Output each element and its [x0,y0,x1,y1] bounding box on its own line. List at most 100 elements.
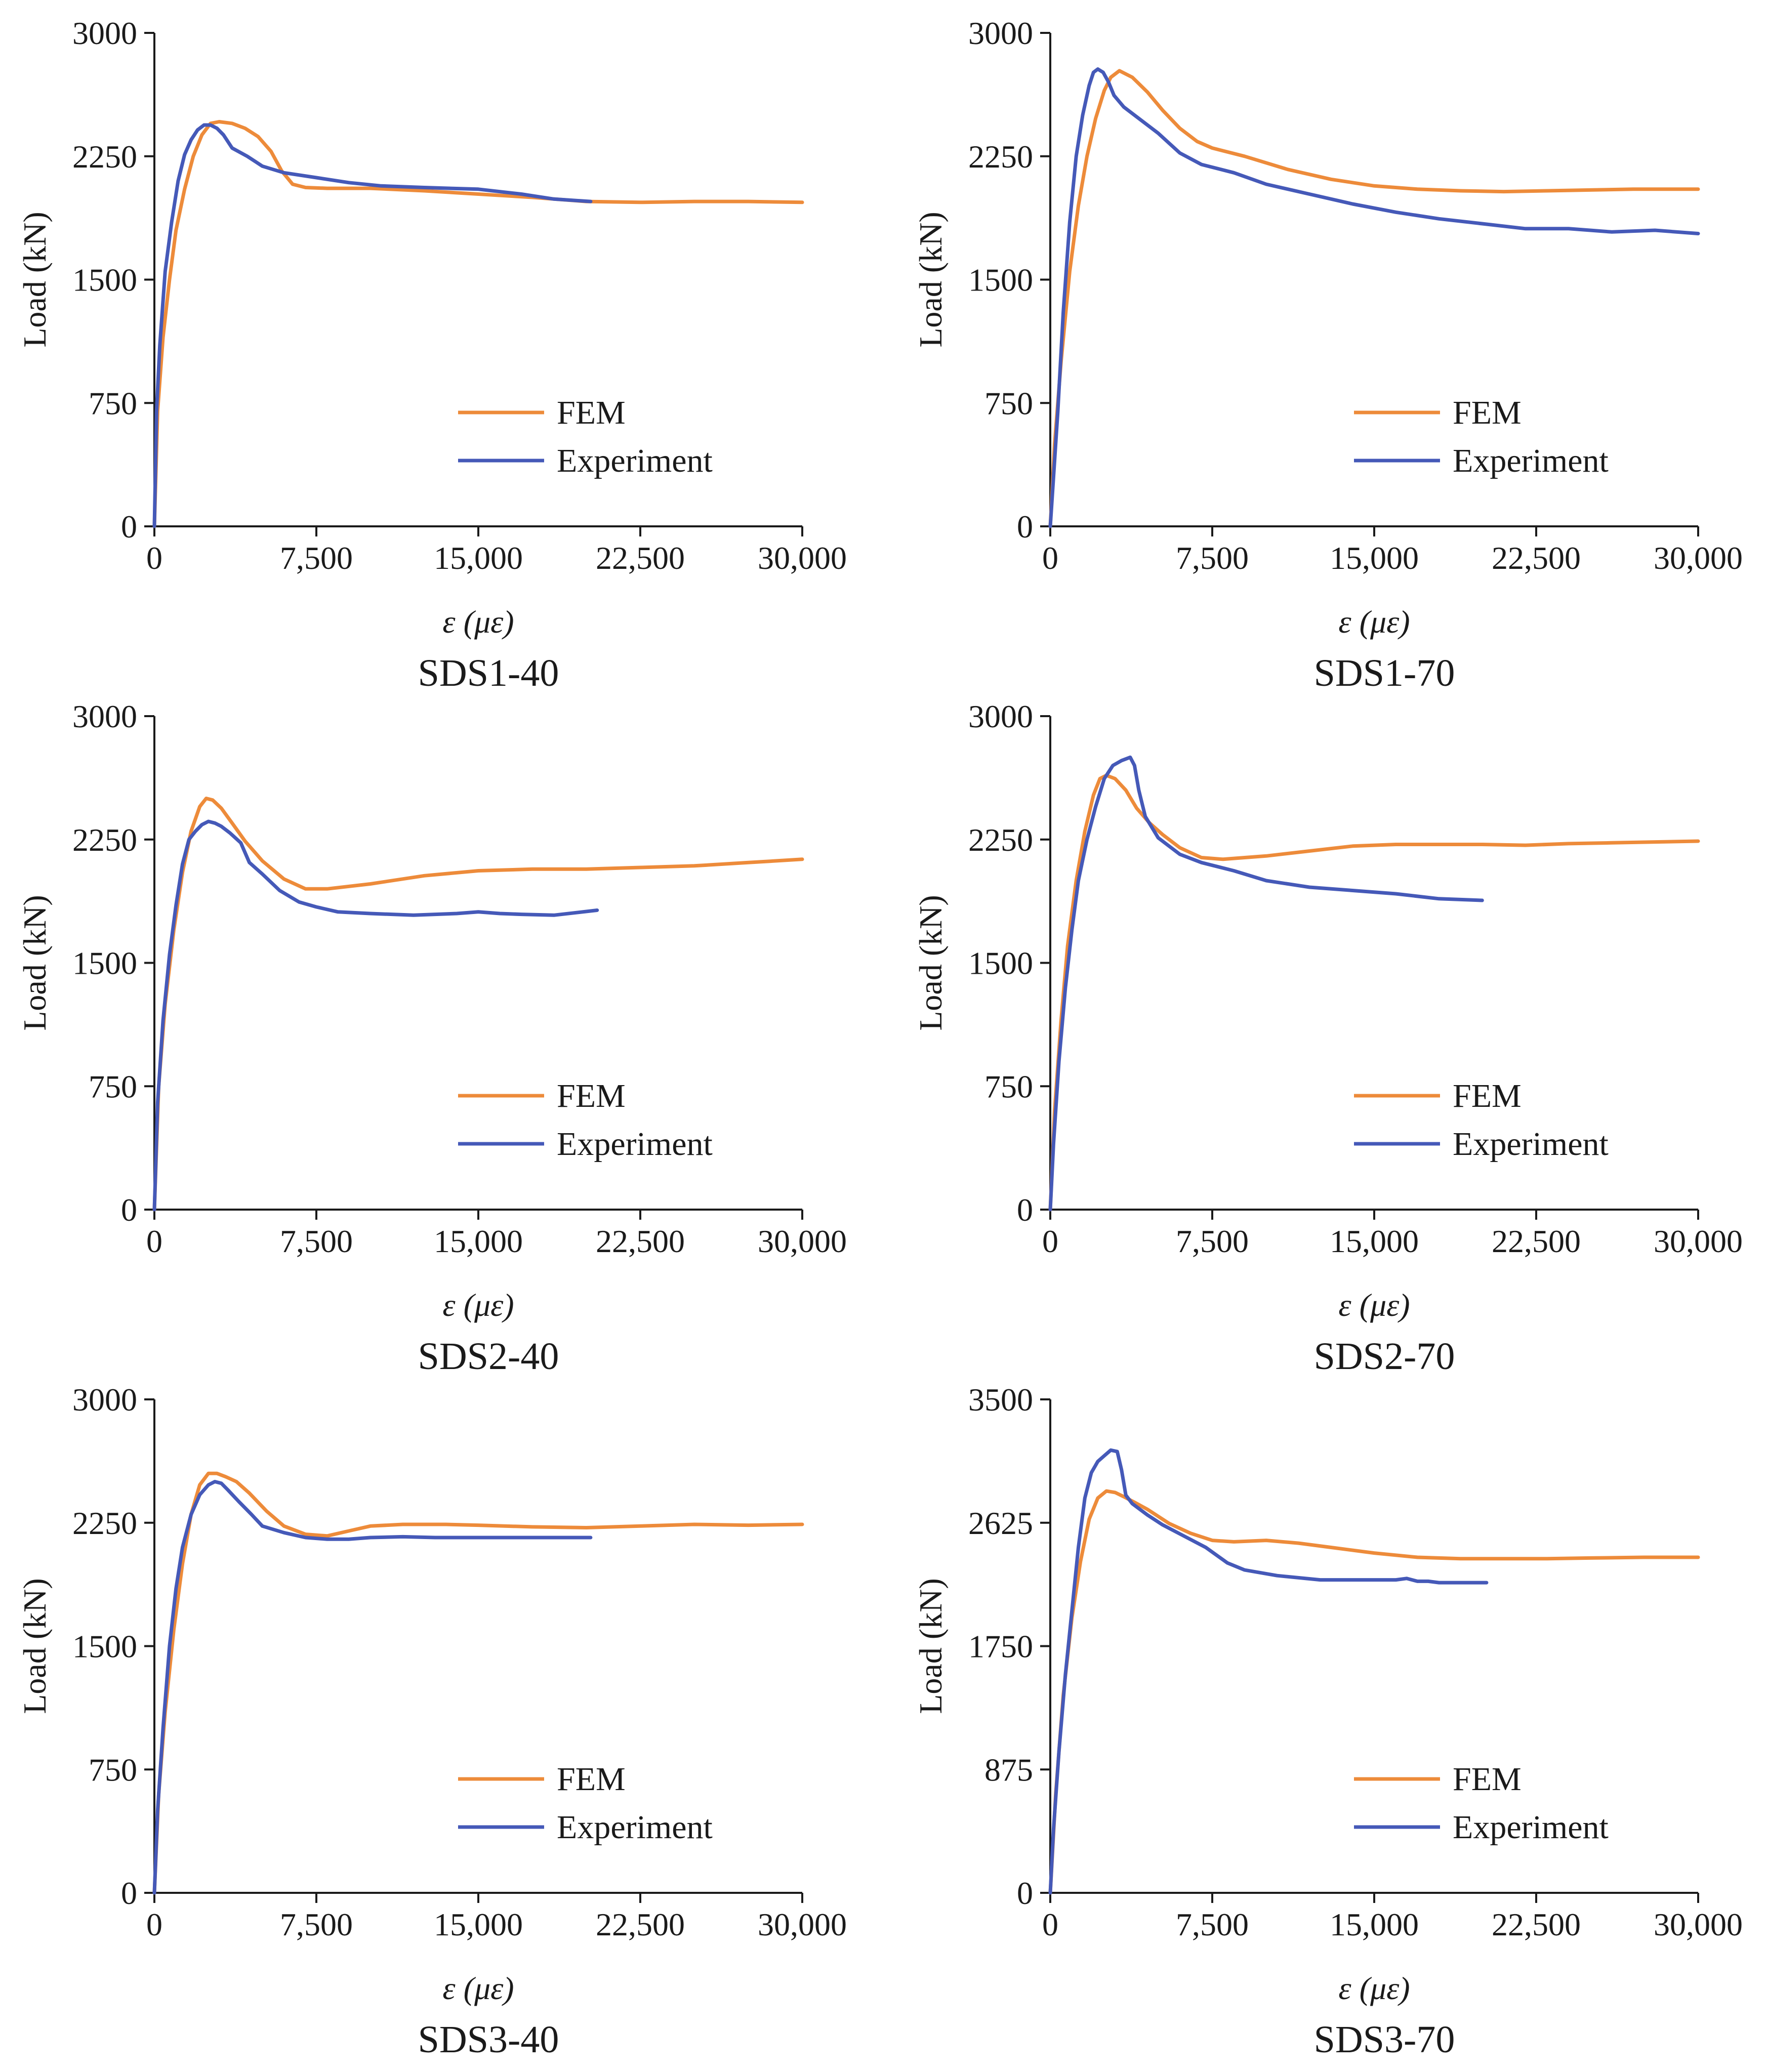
chart-1-y-tick-label: 0 [121,509,137,545]
chart-2-x-tick-label: 30,000 [1654,540,1743,576]
chart-6-y-tick-label: 875 [984,1752,1033,1788]
chart-1-y-tick-label: 1500 [72,262,137,298]
chart-4-x-tick-label: 0 [1042,1223,1058,1259]
chart-1-title: SDS1-40 [418,652,559,694]
chart-2-series-fem-line [1048,69,1700,528]
chart-6-panel: 0 7,500 15,000 22,500 30,000 0 875 1750 2625 3500… [913,1382,1743,2061]
chart-3-x-tick-label: 0 [146,1223,162,1259]
chart-2-x-tick-label: 0 [1042,540,1058,576]
chart-3-y-tick-label: 3000 [72,698,137,734]
chart-6-x-tick-label: 22,500 [1492,1907,1581,1942]
chart-4-x-tick-label: 30,000 [1654,1223,1743,1259]
chart-4-series-experiment-line [1048,755,1484,1212]
chart-1-x-tick-label: 15,000 [434,540,523,576]
chart-6-x-tick-label: 7,500 [1176,1907,1249,1942]
chart-4-x-tick-label: 7,500 [1176,1223,1249,1259]
chart-3-legend-label: FEM [557,1078,626,1114]
chart-6-title: SDS3-70 [1314,2018,1455,2061]
chart-5-x-axis-title: ε (με) [442,1970,514,2006]
chart-3-title: SDS2-40 [418,1335,559,1378]
chart-5-y-axis-title: Load (kN) [17,1578,53,1714]
chart-6-y-axis-title: Load (kN) [913,1578,949,1714]
chart-4-panel: 0 7,500 15,000 22,500 30,000 0 750 1500 2250 3000… [913,698,1743,1378]
chart-4-x-tick-label: 22,500 [1492,1223,1581,1259]
chart-2-title: SDS1-70 [1314,652,1455,694]
chart-3-x-tick-label: 30,000 [758,1223,847,1259]
chart-4-y-tick-label: 2250 [968,822,1033,858]
chart-6-series-experiment-line [1048,1448,1489,1895]
chart-5-panel: 0 7,500 15,000 22,500 30,000 0 750 1500 2250 3000… [17,1382,847,2061]
chart-5-y-tick-label: 2250 [72,1505,137,1541]
chart-6-y-tick-label: 3500 [968,1382,1033,1418]
chart-6-x-tick-label: 15,000 [1330,1907,1419,1942]
chart-1-series-experiment-line [152,123,593,528]
chart-5-y-tick-label: 0 [121,1875,137,1911]
chart-2-x-tick-label: 22,500 [1492,540,1581,576]
chart-3-y-axis-title: Load (kN) [17,895,53,1030]
chart-1-y-tick-label: 2250 [72,139,137,175]
chart-2-series-experiment-line [1048,67,1700,528]
chart-5-x-tick-label: 15,000 [434,1907,523,1942]
chart-2-y-tick-label: 750 [984,385,1033,421]
chart-4-title: SDS2-70 [1314,1335,1455,1378]
chart-1-y-tick-label: 750 [89,385,137,421]
chart-4-y-tick-label: 1500 [968,945,1033,981]
chart-6-legend-label: FEM [1453,1761,1522,1798]
chart-4-y-axis-title: Load (kN) [913,895,949,1030]
chart-6-y-tick-label: 0 [1017,1875,1033,1911]
chart-1-x-tick-label: 22,500 [596,540,685,576]
chart-2-legend-label: Experiment [1453,442,1609,479]
chart-1-y-axis-title: Load (kN) [17,212,53,347]
chart-3-x-tick-label: 22,500 [596,1223,685,1259]
chart-5-y-tick-label: 1500 [72,1629,137,1665]
chart-1-x-axis-title: ε (με) [442,604,514,640]
chart-4-y-tick-label: 750 [984,1068,1033,1104]
chart-3-x-tick-label: 7,500 [280,1223,353,1259]
chart-4-x-tick-label: 15,000 [1330,1223,1419,1259]
chart-3-x-tick-label: 15,000 [434,1223,523,1259]
chart-3-legend-label: Experiment [557,1126,713,1163]
chart-6-x-tick-label: 30,000 [1654,1907,1743,1942]
chart-2-y-tick-label: 3000 [968,15,1033,51]
chart-6-y-tick-label: 2625 [968,1505,1033,1541]
chart-4-legend-label: FEM [1453,1078,1522,1114]
chart-5-x-tick-label: 30,000 [758,1907,847,1942]
chart-6-x-tick-label: 0 [1042,1907,1058,1942]
chart-5-title: SDS3-40 [418,2018,559,2061]
chart-6-x-axis-title: ε (με) [1338,1970,1410,2006]
chart-2-x-tick-label: 15,000 [1330,540,1419,576]
chart-2-legend-label: FEM [1453,394,1522,431]
chart-2-y-tick-label: 1500 [968,262,1033,298]
chart-5-x-tick-label: 22,500 [596,1907,685,1942]
chart-5-legend-label: FEM [557,1761,626,1798]
chart-4-y-tick-label: 0 [1017,1192,1033,1228]
chart-4-y-tick-label: 3000 [968,698,1033,734]
chart-5-legend-label: Experiment [557,1809,713,1846]
chart-6-series-fem-line [1048,1489,1700,1895]
chart-1-x-tick-label: 0 [146,540,162,576]
chart-5-x-tick-label: 0 [146,1907,162,1942]
chart-3-y-tick-label: 1500 [72,945,137,981]
chart-5-series-experiment-line [152,1480,593,1895]
chart-2-panel: 0 7,500 15,000 22,500 30,000 0 750 1500 2250 3000… [913,15,1743,694]
chart-1-panel: 0 7,500 15,000 22,500 30,000 0 750 1500 2250 3000… [17,15,847,694]
chart-1-x-tick-label: 30,000 [758,540,847,576]
chart-2-x-tick-label: 7,500 [1176,540,1249,576]
chart-6-y-tick-label: 1750 [968,1629,1033,1665]
chart-4-legend-label: Experiment [1453,1126,1609,1163]
chart-3-y-tick-label: 0 [121,1192,137,1228]
chart-6-legend-label: Experiment [1453,1809,1609,1846]
chart-1-y-tick-label: 3000 [72,15,137,51]
chart-3-y-tick-label: 2250 [72,822,137,858]
chart-5-x-tick-label: 7,500 [280,1907,353,1942]
chart-3-x-axis-title: ε (με) [442,1287,514,1323]
chart-2-y-axis-title: Load (kN) [913,212,949,347]
chart-3-panel: 0 7,500 15,000 22,500 30,000 0 750 1500 2250 3000… [17,698,847,1378]
chart-1-legend-label: FEM [557,394,626,431]
chart-2-y-tick-label: 2250 [968,139,1033,175]
chart-4-series-fem-line [1048,773,1700,1212]
chart-2-x-axis-title: ε (με) [1338,604,1410,640]
chart-3-y-tick-label: 750 [89,1068,137,1104]
chart-5-y-tick-label: 750 [89,1752,137,1788]
